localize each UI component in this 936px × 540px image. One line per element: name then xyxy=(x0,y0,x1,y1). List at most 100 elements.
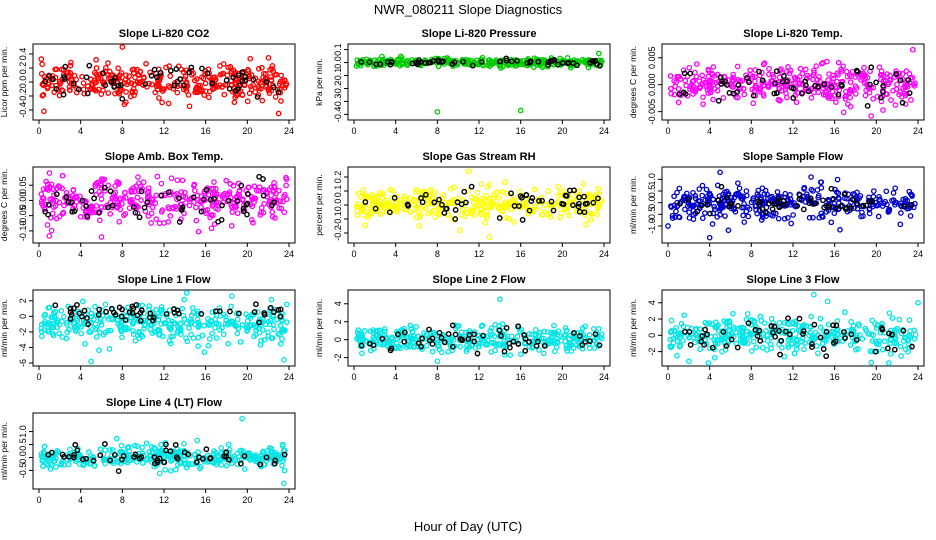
reference-point xyxy=(535,58,542,65)
data-point xyxy=(70,187,77,194)
x-tick-label: 4 xyxy=(393,249,398,259)
reference-point xyxy=(773,68,780,75)
data-point xyxy=(225,441,232,448)
x-tick-label: 0 xyxy=(351,249,356,259)
data-point xyxy=(738,328,745,334)
data-point xyxy=(48,227,55,234)
y-tick-label: 0.005 xyxy=(647,47,657,70)
reference-point xyxy=(841,191,848,198)
reference-point xyxy=(138,307,145,314)
reference-point xyxy=(263,79,270,85)
data-point xyxy=(785,341,791,348)
reference-point xyxy=(581,209,588,216)
data-point xyxy=(532,326,539,333)
data-point xyxy=(697,346,704,353)
data-point xyxy=(49,331,56,337)
data-point xyxy=(281,193,287,200)
data-point xyxy=(197,465,203,472)
data-point xyxy=(488,349,495,355)
data-point xyxy=(469,208,476,215)
data-point xyxy=(209,330,215,337)
data-point xyxy=(486,181,493,188)
reference-point xyxy=(250,76,257,83)
data-point xyxy=(721,318,728,324)
data-point xyxy=(825,321,832,328)
data-point xyxy=(856,195,863,202)
y-tick-label: 0.1 xyxy=(333,43,343,56)
data-point xyxy=(188,312,195,319)
reference-point xyxy=(358,342,365,349)
data-point xyxy=(902,101,909,107)
data-point xyxy=(449,197,456,204)
data-point xyxy=(50,204,57,210)
data-point xyxy=(440,192,446,198)
data-point xyxy=(710,64,717,70)
reference-point xyxy=(270,84,277,91)
data-point xyxy=(831,210,838,217)
data-point xyxy=(39,194,46,201)
data-point xyxy=(72,328,79,335)
data-point xyxy=(112,195,118,202)
data-point xyxy=(215,206,221,213)
reference-point xyxy=(687,70,694,77)
data-point xyxy=(824,298,831,305)
data-point xyxy=(435,205,442,212)
data-point xyxy=(902,346,909,353)
reference-point xyxy=(899,99,906,106)
data-point xyxy=(855,346,861,352)
reference-point xyxy=(100,70,107,77)
data-point xyxy=(508,206,514,213)
data-point xyxy=(582,212,588,218)
reference-point xyxy=(727,201,734,208)
reference-point xyxy=(193,459,200,466)
reference-point xyxy=(717,74,724,81)
outlier-point xyxy=(280,357,287,363)
outlier-point xyxy=(434,358,441,365)
data-point xyxy=(743,188,750,194)
data-point xyxy=(829,72,836,79)
data-point xyxy=(594,211,600,218)
data-point xyxy=(98,322,105,328)
reference-point xyxy=(550,207,557,214)
data-point xyxy=(58,66,65,73)
data-point xyxy=(97,316,104,323)
data-point xyxy=(490,339,497,346)
reference-point xyxy=(401,338,408,345)
reference-point xyxy=(849,196,856,203)
data-point xyxy=(429,348,436,355)
data-point xyxy=(251,311,257,318)
data-point xyxy=(208,225,215,232)
x-tick-label: 12 xyxy=(474,249,484,259)
data-point xyxy=(730,310,736,317)
reference-point xyxy=(503,325,510,331)
reference-point xyxy=(685,197,692,203)
reference-point xyxy=(709,344,716,351)
data-point xyxy=(842,96,849,102)
reference-point xyxy=(88,188,95,194)
data-point xyxy=(817,315,824,322)
reference-point xyxy=(158,192,165,199)
data-point xyxy=(371,336,378,342)
reference-point xyxy=(445,331,452,337)
data-point xyxy=(217,326,223,333)
data-point xyxy=(779,344,785,351)
data-point xyxy=(804,72,811,79)
data-point xyxy=(390,188,396,194)
data-point xyxy=(457,343,464,350)
data-point xyxy=(234,316,241,323)
data-point xyxy=(159,207,166,213)
data-point xyxy=(696,186,703,192)
reference-point xyxy=(196,454,202,461)
data-point xyxy=(272,94,279,100)
reference-point xyxy=(595,195,601,202)
reference-point xyxy=(425,60,432,66)
x-tick-label: 20 xyxy=(871,249,881,259)
data-point xyxy=(758,217,765,223)
reference-point xyxy=(96,306,103,313)
reference-point xyxy=(116,304,123,311)
data-point xyxy=(152,200,159,206)
data-point xyxy=(764,347,770,353)
